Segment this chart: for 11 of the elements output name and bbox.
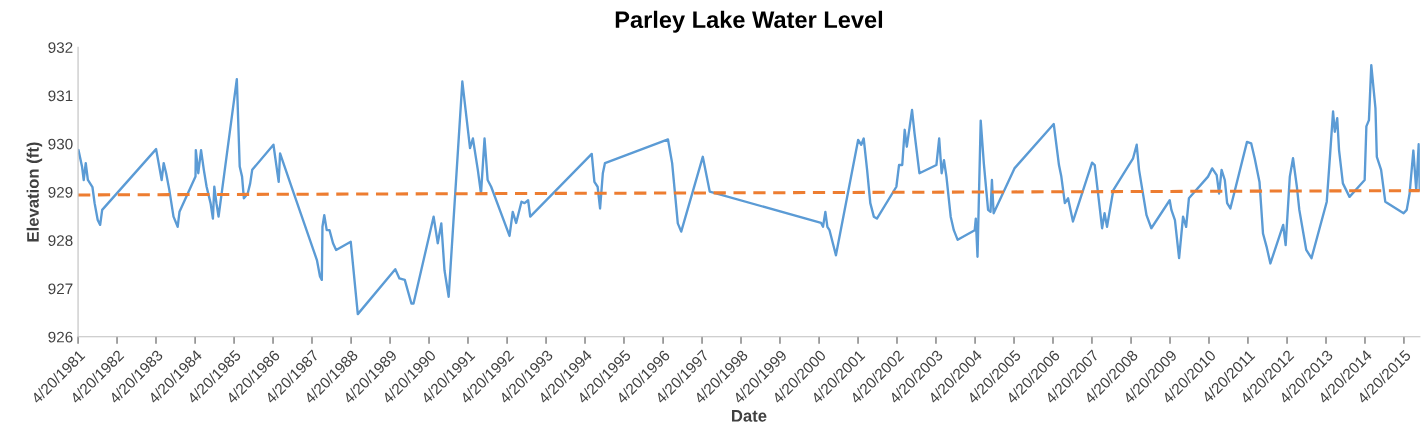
- y-tick-label: 932: [48, 42, 73, 53]
- y-tick-label: 927: [48, 283, 73, 295]
- y-tick-label: 930: [48, 138, 73, 150]
- x-axis-title: Date: [732, 410, 767, 422]
- line-series: [78, 63, 1420, 316]
- y-axis-title: Elevation (ft): [26, 142, 43, 242]
- y-tick-label: 928: [48, 235, 73, 246]
- y-tick-label: 926: [48, 331, 73, 343]
- chart-title: Parley Lake Water Level: [615, 10, 883, 33]
- y-tick-label: 931: [48, 90, 73, 102]
- y-tick-label: 929: [48, 186, 73, 198]
